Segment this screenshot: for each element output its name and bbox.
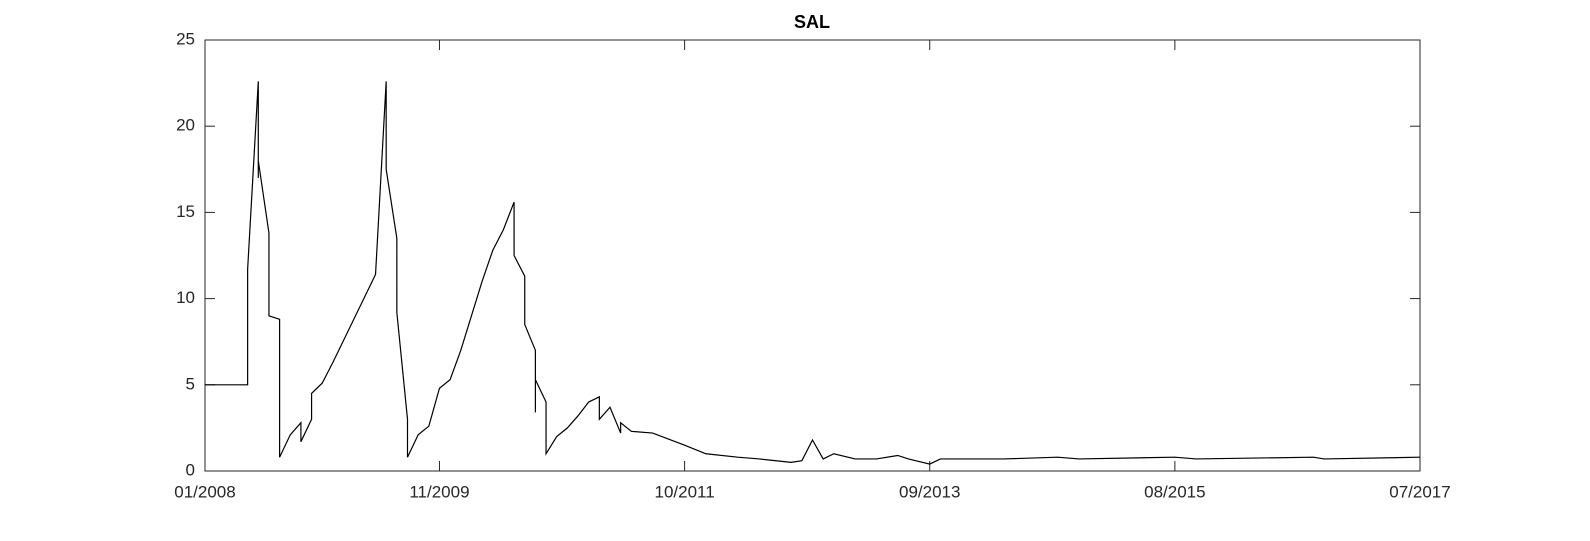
x-tick-label: 10/2011 — [655, 482, 715, 501]
y-tick-label: 0 — [186, 460, 195, 479]
axes-box — [204, 39, 1421, 472]
chart-title: SAL — [794, 12, 830, 32]
x-tick-label: 09/2013 — [899, 482, 960, 501]
y-tick-label: 10 — [176, 288, 195, 307]
x-tick-label: 01/2008 — [174, 482, 235, 501]
data-line — [205, 81, 1421, 465]
x-tick-label: 08/2015 — [1144, 482, 1205, 501]
y-tick-label: 20 — [176, 116, 195, 135]
y-tick-label: 15 — [176, 202, 195, 221]
x-tick-label: 07/2017 — [1389, 482, 1450, 501]
y-tick-label: 5 — [186, 374, 195, 393]
x-tick-label: 11/2009 — [409, 482, 469, 501]
y-tick-label: 25 — [176, 29, 195, 48]
